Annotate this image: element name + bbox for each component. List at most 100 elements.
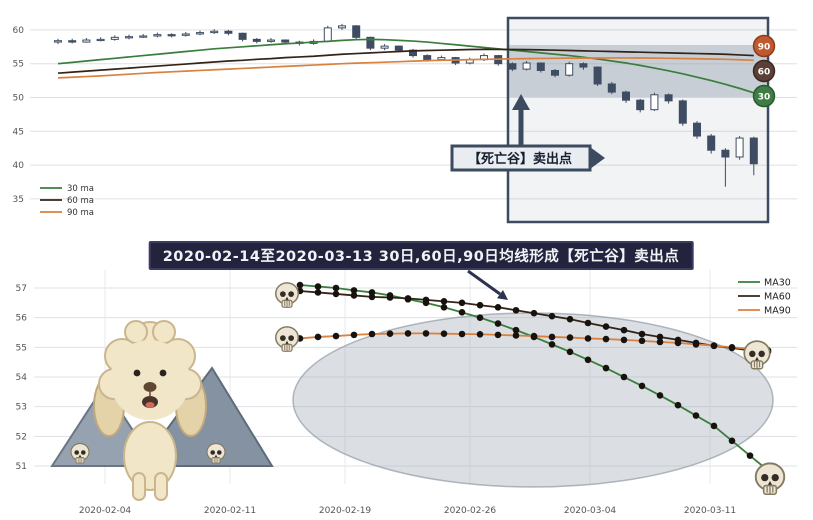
x-tick-label: 2020-02-19	[319, 506, 372, 516]
candle	[139, 33, 148, 39]
candle	[749, 136, 758, 176]
candle	[565, 61, 574, 77]
x-tick-label: 2020-02-26	[444, 506, 497, 516]
poodle-illustration	[50, 320, 274, 501]
candle	[267, 38, 275, 43]
y-tick-label: 51	[16, 462, 27, 472]
candlestick-chart: 35 40 45 50 55 60 【死亡谷】卖出点 90 60 30 30 ma 60 ma 90 m…	[13, 16, 797, 224]
top-ma-line-90ma	[57, 57, 754, 79]
x-tick-label: 2020-03-04	[564, 506, 617, 516]
skull-icon	[754, 462, 786, 496]
candle	[721, 148, 730, 187]
x-tick-label: 2020-02-04	[79, 506, 132, 516]
badge-label: 90	[758, 43, 771, 53]
candle	[579, 62, 588, 70]
dog-leg	[132, 472, 146, 501]
candle	[54, 38, 62, 45]
legend-label: MA30	[764, 278, 791, 289]
y-tick-label: 40	[13, 161, 25, 171]
candle	[636, 98, 645, 113]
y-tick-label: 45	[13, 127, 24, 137]
ma-badge-60	[752, 59, 776, 83]
candle	[607, 81, 616, 95]
y-tick-label: 56	[16, 314, 28, 324]
candle	[338, 23, 346, 30]
candle	[707, 134, 716, 154]
candle	[210, 29, 219, 34]
top-legend: 30 ma 60 ma 90 ma	[40, 184, 94, 218]
y-tick-label: 50	[13, 94, 25, 104]
annotation-label: 【死亡谷】卖出点	[468, 151, 572, 167]
legend-label: 90 ma	[67, 208, 94, 218]
period-banner: 2020-02-14至2020-03-13 30日,60日,90日均线形成【死亡…	[148, 241, 694, 270]
y-tick-label: 57	[16, 284, 27, 294]
y-tick-label: 60	[13, 26, 25, 36]
candle	[181, 31, 190, 37]
candle	[735, 136, 744, 160]
candle	[380, 44, 389, 51]
candle	[352, 25, 361, 40]
dog-head	[110, 340, 190, 420]
candle	[508, 62, 517, 72]
badge-label: 30	[758, 93, 771, 103]
dog-leg	[154, 472, 168, 501]
ma-badges: 90 60 30	[752, 34, 776, 108]
top-ma-line-60ma	[57, 48, 754, 75]
candle	[693, 121, 701, 139]
candle	[593, 66, 602, 87]
top-grid: 35 40 45 50 55 60	[13, 26, 797, 205]
y-tick-label: 35	[13, 195, 24, 205]
ma-line-chart: 51 52 53 54 55 56 57 2020-02-04 2020-02-11 2020-0…	[16, 269, 797, 516]
candle	[536, 62, 545, 73]
candle	[323, 25, 332, 43]
legend-label: MA60	[764, 292, 791, 303]
badge-label: 60	[758, 68, 771, 78]
x-tick-label: 2020-03-11	[684, 506, 736, 516]
candle	[68, 38, 77, 44]
banner-pointer-arrow	[467, 269, 508, 300]
dog-body	[123, 421, 177, 491]
dog-eye	[133, 369, 141, 377]
candle	[622, 90, 630, 103]
candle	[465, 57, 474, 65]
candle	[551, 69, 559, 78]
y-tick-label: 54	[16, 373, 28, 383]
ma-badge-90	[752, 34, 776, 58]
candle	[82, 38, 91, 43]
death-valley-region	[506, 16, 770, 224]
candle	[522, 60, 531, 71]
dog-eye	[159, 369, 167, 377]
candle	[96, 37, 105, 42]
candle	[252, 38, 261, 44]
y-tick-label: 55	[16, 343, 27, 353]
candle	[678, 99, 687, 126]
data-point-markers	[296, 281, 772, 474]
legend-label: 30 ma	[67, 184, 94, 194]
candle	[110, 35, 119, 41]
candle	[153, 32, 162, 38]
candle	[494, 54, 503, 66]
candle	[238, 32, 247, 42]
candle	[664, 93, 673, 104]
legend-label: MA90	[764, 306, 791, 317]
right-arrowhead-icon	[590, 147, 605, 169]
x-tick-label: 2020-02-11	[204, 506, 256, 516]
candle	[167, 33, 176, 38]
annotation-box	[450, 144, 592, 172]
candle	[196, 30, 204, 36]
candle	[650, 92, 659, 112]
dog-tongue	[145, 402, 155, 408]
y-tick-label: 53	[16, 403, 27, 413]
candle	[224, 29, 233, 36]
top-ma-line-30ma	[57, 38, 755, 94]
sell-point-annotation: 【死亡谷】卖出点	[450, 94, 605, 172]
legend-label: 60 ma	[67, 196, 94, 206]
up-arrowhead-icon	[512, 94, 530, 110]
candle	[125, 34, 133, 40]
candles	[54, 23, 758, 187]
skull-icon	[275, 282, 299, 308]
dog-nose	[143, 382, 157, 392]
y-tick-label: 55	[13, 60, 24, 70]
bottom-legend: MA30 MA60 MA90	[738, 278, 791, 317]
